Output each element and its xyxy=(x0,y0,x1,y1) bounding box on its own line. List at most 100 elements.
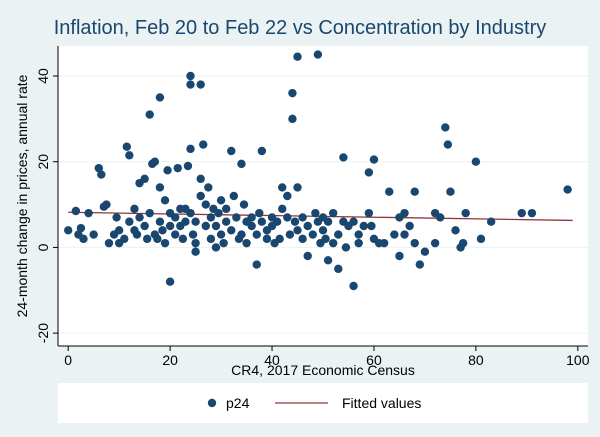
data-point xyxy=(186,144,195,154)
x-tick-label: 20 xyxy=(162,352,178,368)
data-point xyxy=(369,155,379,164)
legend-label-fitted: Fitted values xyxy=(342,395,421,411)
data-point xyxy=(229,191,239,201)
data-point xyxy=(257,146,267,156)
data-point xyxy=(364,208,374,218)
data-point xyxy=(285,230,295,239)
data-point xyxy=(308,230,318,239)
data-point xyxy=(298,213,307,222)
data-point xyxy=(71,206,81,216)
x-tick-label: 40 xyxy=(264,352,280,368)
data-point xyxy=(142,234,152,244)
scatter-points xyxy=(63,50,572,291)
data-point xyxy=(247,221,256,231)
data-point xyxy=(323,217,333,226)
data-point xyxy=(97,170,106,179)
data-point xyxy=(328,238,338,248)
data-point xyxy=(471,157,481,166)
data-point xyxy=(252,230,261,239)
data-point xyxy=(323,256,333,265)
x-tick-label: 0 xyxy=(64,352,72,368)
data-point xyxy=(125,217,134,226)
data-point xyxy=(262,234,272,244)
data-point xyxy=(191,247,200,256)
data-point xyxy=(527,208,537,218)
data-point xyxy=(140,221,149,231)
data-point xyxy=(364,168,374,177)
data-point xyxy=(420,247,430,256)
data-point xyxy=(237,230,246,239)
data-point xyxy=(318,226,328,235)
data-point xyxy=(211,221,221,231)
data-point xyxy=(76,223,86,233)
data-point xyxy=(436,213,445,222)
plot-area xyxy=(58,46,588,346)
data-point xyxy=(89,230,98,239)
data-point xyxy=(239,200,249,209)
data-point xyxy=(191,217,200,226)
data-point xyxy=(321,234,330,244)
data-point xyxy=(341,243,351,252)
data-point xyxy=(272,217,282,226)
data-point xyxy=(94,163,103,173)
data-point xyxy=(293,52,302,61)
legend-label-p24: p24 xyxy=(226,395,250,411)
data-point xyxy=(410,187,419,196)
data-point xyxy=(430,238,440,248)
data-point xyxy=(227,146,236,156)
data-point xyxy=(112,213,121,222)
data-point xyxy=(79,234,88,244)
data-point xyxy=(476,234,486,244)
data-point xyxy=(290,217,300,226)
data-point xyxy=(283,213,292,222)
data-point xyxy=(278,183,287,192)
data-point xyxy=(334,230,343,239)
data-point xyxy=(186,80,195,89)
data-point xyxy=(293,226,302,235)
data-point xyxy=(400,230,409,239)
data-point xyxy=(196,174,205,184)
y-axis-label: 24-month change in prices, annual rate xyxy=(14,74,30,317)
data-point xyxy=(441,123,450,132)
data-point xyxy=(216,230,226,239)
x-tick-label: 100 xyxy=(566,352,590,368)
data-point xyxy=(102,200,111,209)
data-point xyxy=(186,208,195,218)
data-point xyxy=(339,153,348,162)
chart-title: Inflation, Feb 20 to Feb 22 vs Concentra… xyxy=(54,17,547,39)
data-point xyxy=(379,238,389,248)
data-point xyxy=(415,260,425,269)
data-point xyxy=(278,204,287,214)
data-point xyxy=(186,71,195,81)
data-point xyxy=(451,226,460,235)
data-point xyxy=(354,230,363,239)
data-point xyxy=(165,221,175,231)
y-tick-label: -20 xyxy=(35,323,51,343)
data-point xyxy=(160,238,170,248)
data-point xyxy=(155,183,165,192)
data-point xyxy=(395,251,404,261)
data-point xyxy=(458,238,468,248)
data-point xyxy=(214,208,223,218)
data-point xyxy=(155,217,165,226)
data-point xyxy=(201,221,210,231)
data-point xyxy=(334,264,343,274)
data-point xyxy=(354,238,363,248)
data-point xyxy=(410,238,419,248)
data-point xyxy=(349,281,358,291)
data-point xyxy=(150,157,160,166)
legend-marker-p24 xyxy=(207,398,217,408)
data-point xyxy=(232,213,241,222)
data-point xyxy=(252,260,261,269)
data-point xyxy=(242,238,251,248)
data-point xyxy=(122,142,131,151)
data-point xyxy=(293,183,302,192)
data-point xyxy=(303,251,312,261)
data-point xyxy=(158,226,167,235)
data-point xyxy=(255,208,264,218)
data-point xyxy=(219,238,228,248)
data-point xyxy=(390,230,399,239)
data-point xyxy=(563,185,572,194)
